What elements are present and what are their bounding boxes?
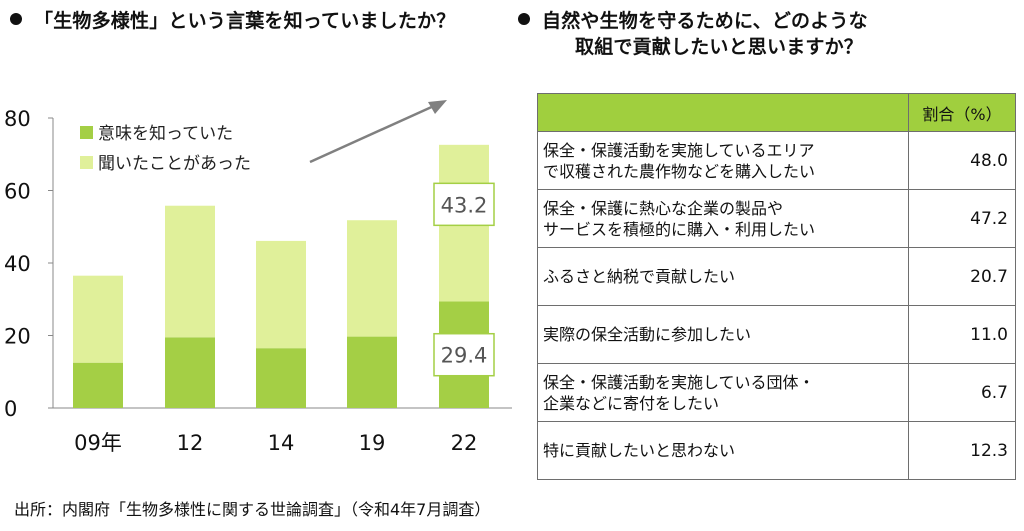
row-label-line2: サービスを積極的に購入・利用したい	[543, 219, 816, 239]
row-pct-value: 48.0	[908, 131, 1016, 190]
row-label: 保全・保護活動を実施しているエリア で収穫された農作物などを購入したい	[537, 131, 909, 190]
y-tick-label: 0	[4, 397, 17, 421]
x-tick-label: 19	[359, 431, 386, 455]
x-tick-label: 14	[268, 431, 295, 455]
trend-arrow-head	[428, 100, 447, 114]
legend-swatch	[80, 126, 93, 139]
y-tick-label: 60	[4, 180, 31, 204]
bar-segment-聞いたことがあった	[165, 205, 215, 338]
row-label-line1: 保全・保護に熱心な企業の製品や	[543, 198, 784, 218]
row-pct-value: 12.3	[908, 421, 1016, 480]
table-row: 保全・保護活動を実施しているエリア で収穫された農作物などを購入したい 48.0	[537, 131, 1016, 190]
table-row: 保全・保護に熱心な企業の製品や サービスを積極的に購入・利用したい 47.2	[537, 189, 1016, 248]
bar-segment-意味を知っていた	[256, 348, 306, 408]
bar-segment-聞いたことがあった	[73, 275, 123, 363]
trend-arrow-line	[309, 103, 437, 164]
data-label: 43.2	[441, 193, 488, 217]
row-pct-value: 47.2	[908, 189, 1016, 248]
table-header-pct: 割合（%）	[908, 93, 1016, 132]
row-label-line1: ふるさと納税で貢献したい	[543, 267, 736, 286]
data-label-box	[433, 332, 495, 377]
legend-label: 聞いたことがあった	[98, 154, 251, 174]
row-label-line2: 企業などに寄付をしたい	[543, 393, 720, 413]
left-question-heading: 「生物多様性」という言葉を知っていましたか？	[10, 8, 455, 34]
row-label-line1: 保全・保護活動を実施している団体・	[543, 372, 815, 392]
table-row: ふるさと納税で貢献したい 20.7	[537, 247, 1016, 306]
table-row: 保全・保護活動を実施している団体・ 企業などに寄付をしたい 6.7	[537, 363, 1016, 422]
bar-segment-意味を知っていた	[347, 336, 397, 408]
row-label: 特に貢献したいと思わない	[537, 421, 909, 480]
bullet-icon	[518, 13, 530, 25]
left-question-text: 「生物多様性」という言葉を知っていましたか？	[34, 10, 456, 32]
right-question-line2: 取組で貢献したいと思いますか？	[575, 36, 864, 58]
contribution-table-wrapper: 割合（%） 保全・保護活動を実施しているエリア で収穫された農作物などを購入したい…	[537, 93, 1016, 480]
y-tick-label: 20	[4, 325, 31, 349]
contribution-table: 割合（%） 保全・保護活動を実施しているエリア で収穫された農作物などを購入したい…	[537, 93, 1016, 480]
row-label-line1: 保全・保護活動を実施しているエリア	[543, 140, 815, 160]
bar-segment-聞いたことがあった	[256, 240, 306, 349]
row-label-line1: 特に貢献したいと思わない	[543, 441, 736, 460]
y-tick-label: 40	[4, 252, 31, 276]
row-pct-value: 6.7	[908, 363, 1016, 422]
row-label-line2: で収穫された農作物などを購入したい	[543, 161, 816, 181]
row-pct-value: 11.0	[908, 305, 1016, 364]
source-note: 出所：内閣府「生物多様性に関する世論調査」（令和4年7月調査）	[14, 500, 491, 519]
row-label: ふるさと納税で貢献したい	[537, 247, 909, 306]
table-header-blank	[537, 93, 909, 132]
row-label: 実際の保全活動に参加したい	[537, 305, 909, 364]
awareness-stacked-bar-chart: 0 20 40 60 80 09年 12 14 19 22 29.4 43.2 意味を知っていた聞いたこ…	[4, 100, 512, 455]
x-tick-label: 09年	[74, 431, 122, 455]
right-question-line1: 自然や生物を守るために、どのような	[542, 10, 868, 32]
y-tick-label: 80	[4, 107, 31, 131]
bar-segment-聞いたことがあった	[347, 220, 397, 337]
bullet-icon	[10, 13, 22, 25]
x-tick-label: 12	[177, 431, 204, 455]
data-label: 29.4	[441, 344, 488, 368]
bar-segment-意味を知っていた	[165, 337, 215, 408]
row-label-line1: 実際の保全活動に参加したい	[543, 325, 752, 344]
row-pct-value: 20.7	[908, 247, 1016, 306]
x-tick-label: 22	[451, 431, 478, 455]
row-label: 保全・保護に熱心な企業の製品や サービスを積極的に購入・利用したい	[537, 189, 909, 248]
legend-swatch	[80, 156, 93, 169]
bar-segment-意味を知っていた	[73, 362, 123, 408]
legend-label: 意味を知っていた	[98, 124, 233, 144]
table-row: 特に貢献したいと思わない 12.3	[537, 421, 1016, 480]
right-question-heading: 自然や生物を守るために、どのような 取組で貢献したいと思いますか？	[518, 8, 868, 60]
data-label-box	[433, 182, 495, 227]
row-label: 保全・保護活動を実施している団体・ 企業などに寄付をしたい	[537, 363, 909, 422]
table-header-row: 割合（%）	[537, 93, 1016, 132]
table-row: 実際の保全活動に参加したい 11.0	[537, 305, 1016, 364]
